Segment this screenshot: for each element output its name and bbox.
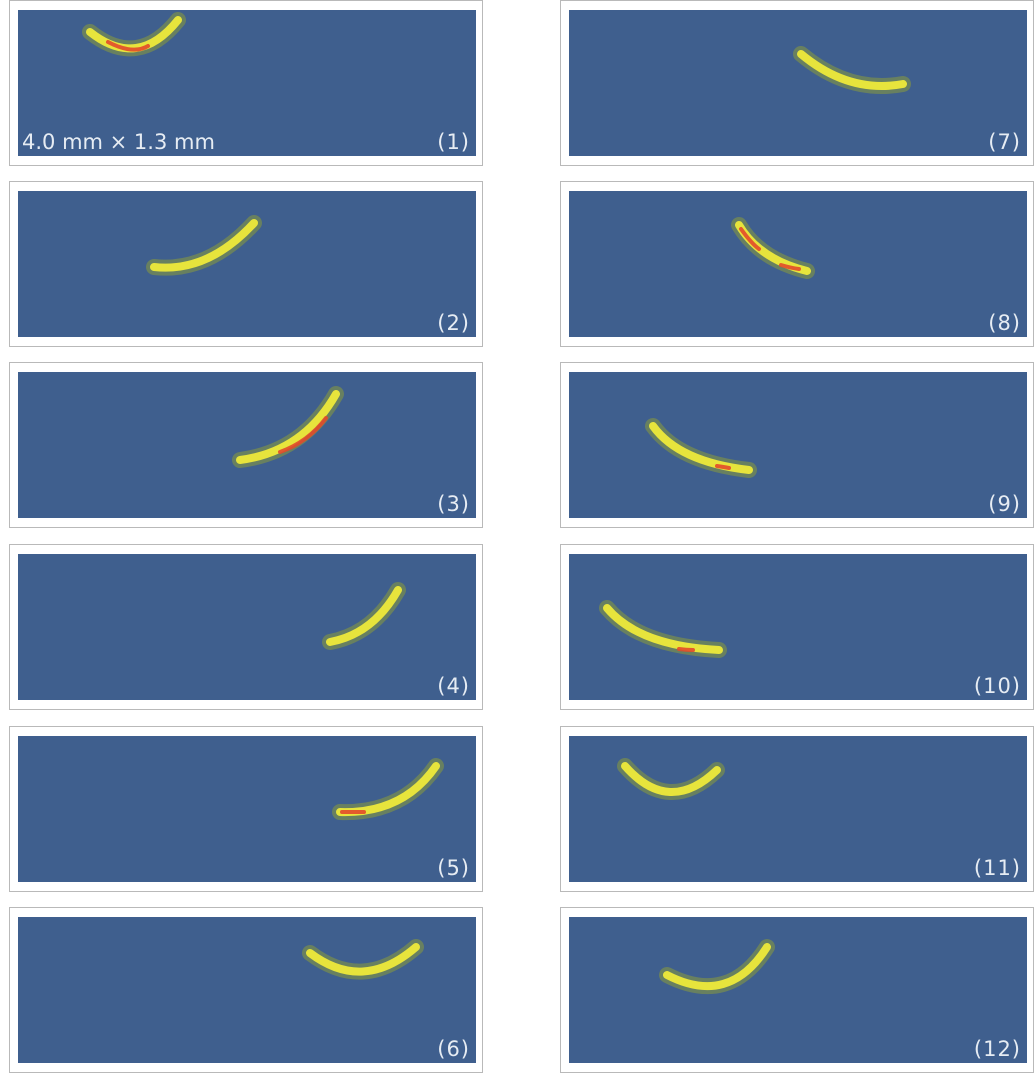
beam-arc-image (82, 12, 186, 57)
panel-label: (8) (988, 311, 1021, 335)
beam-arc (150, 219, 258, 272)
beam-arc-image (232, 386, 344, 468)
beam-arc (797, 50, 907, 90)
panel-image: (3) (18, 372, 476, 518)
panel-10: (10) (560, 544, 1034, 710)
panel-image: (12) (569, 917, 1027, 1063)
panel-5: (5) (9, 726, 483, 892)
panel-image: (9) (569, 372, 1027, 518)
beam-arc (649, 422, 753, 474)
panel-11: (11) (560, 726, 1034, 892)
panel-6: (6) (9, 907, 483, 1073)
beam-arc-image (332, 758, 444, 821)
panel-image: (6) (18, 917, 476, 1063)
panel-label: (5) (437, 856, 470, 880)
panel-2: (2) (9, 181, 483, 347)
beam-arc (306, 943, 420, 976)
panel-image: (7) (569, 10, 1027, 156)
beam-arc-image (146, 215, 262, 276)
panel-12: (12) (560, 907, 1034, 1073)
panel-8: (8) (560, 181, 1034, 347)
panel-label: (6) (437, 1037, 470, 1061)
panel-label: (7) (988, 130, 1021, 154)
panel-label: (12) (973, 1037, 1021, 1061)
panel-label: (4) (437, 674, 470, 698)
beam-arc (236, 390, 340, 464)
beam-arc-glow (322, 582, 406, 650)
beam-arc-image (659, 939, 775, 995)
panel-label: (2) (437, 311, 470, 335)
beam-arc-core (715, 464, 731, 470)
panel-image: (11) (569, 736, 1027, 882)
beam-arc-core (739, 227, 761, 251)
beam-arc (663, 943, 771, 991)
beam-arc (621, 762, 721, 796)
beam-arc-image (322, 582, 406, 650)
beam-arc-core (677, 647, 695, 652)
panel-7: (7) (560, 0, 1034, 166)
panel-label: (3) (437, 492, 470, 516)
beam-arc-core (106, 40, 150, 52)
panel-label: (10) (973, 674, 1021, 698)
beam-arc (326, 586, 402, 646)
panel-image: 4.0 mm × 1.3 mm (1) (18, 10, 476, 156)
beam-arc-image (302, 939, 424, 980)
beam-arc-image (793, 46, 911, 94)
panel-image: (10) (569, 554, 1027, 700)
panel-9: (9) (560, 362, 1034, 528)
panel-4: (4) (9, 544, 483, 710)
beam-arc (603, 604, 723, 654)
beam-arc-image (599, 600, 727, 658)
beam-arc-image (645, 418, 757, 478)
panel-image: (8) (569, 191, 1027, 337)
beam-arc-core (278, 416, 328, 454)
panel-label: (11) (973, 856, 1021, 880)
panel-image: (5) (18, 736, 476, 882)
scale-bar-label: 4.0 mm × 1.3 mm (22, 130, 215, 154)
beam-arc-image (731, 217, 815, 279)
beam-arc-core (779, 263, 801, 271)
panel-1: 4.0 mm × 1.3 mm (1) (9, 0, 483, 166)
beam-arc-image (617, 758, 725, 800)
panel-3: (3) (9, 362, 483, 528)
panel-label: (9) (988, 492, 1021, 516)
panel-image: (4) (18, 554, 476, 700)
panel-label: (1) (437, 130, 470, 154)
panel-image: (2) (18, 191, 476, 337)
